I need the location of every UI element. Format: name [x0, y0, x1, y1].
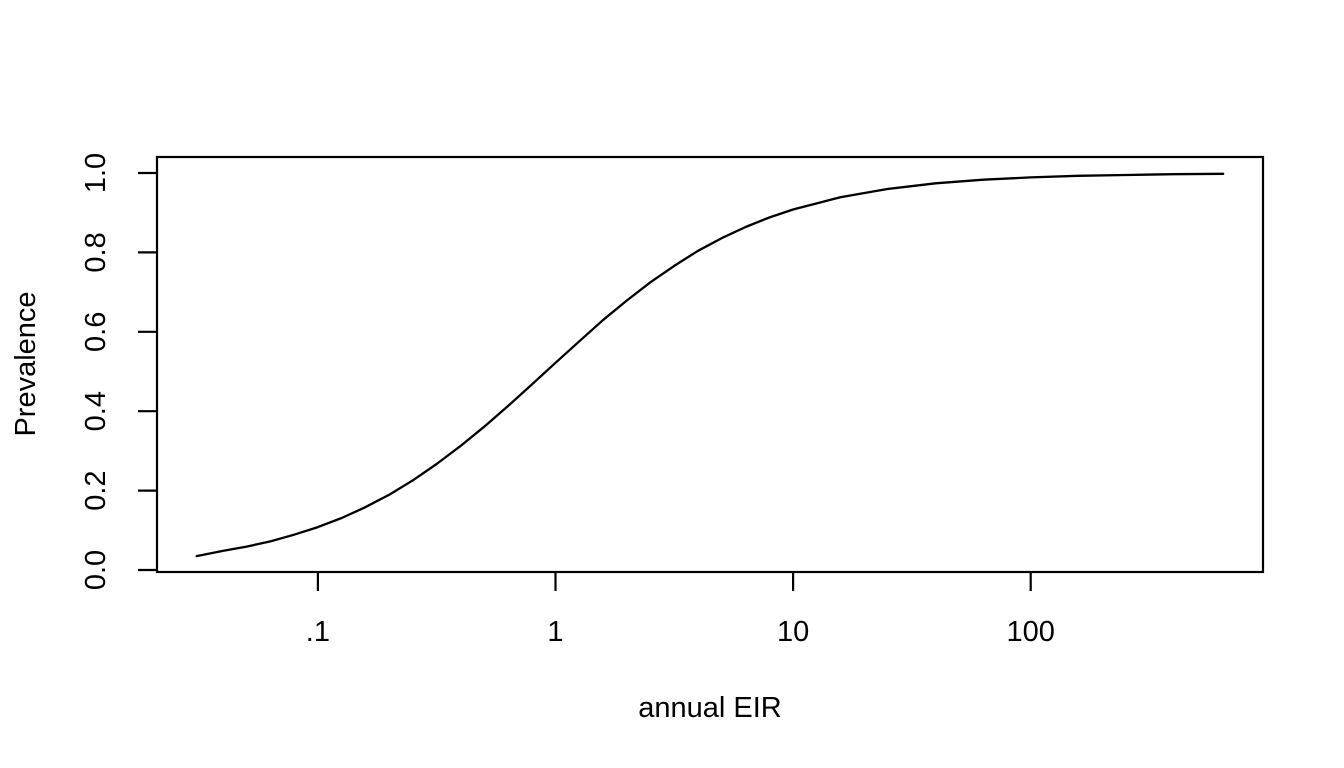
- y-tick-label: 0.2: [80, 470, 112, 510]
- x-tick-label: 100: [1007, 616, 1055, 648]
- y-tick-label: 0.0: [80, 550, 112, 590]
- y-tick-label: 1.0: [80, 153, 112, 193]
- x-tick-label: 1: [547, 616, 563, 648]
- x-axis: .1 1 10 100: [306, 572, 1055, 648]
- y-tick-label: 0.8: [80, 232, 112, 272]
- y-axis-label: Prevalence: [10, 291, 42, 436]
- x-axis-label: annual EIR: [638, 692, 782, 724]
- y-axis: 0.0 0.2 0.4 0.6 0.8 1.0: [80, 153, 157, 590]
- prevalence-curve: [195, 172, 1225, 558]
- y-tick-label: 0.4: [80, 391, 112, 431]
- plot-box-border: [155, 155, 1265, 574]
- x-tick-label: .1: [306, 616, 330, 648]
- y-tick-label: 0.6: [80, 312, 112, 352]
- x-tick-label: 10: [777, 616, 809, 648]
